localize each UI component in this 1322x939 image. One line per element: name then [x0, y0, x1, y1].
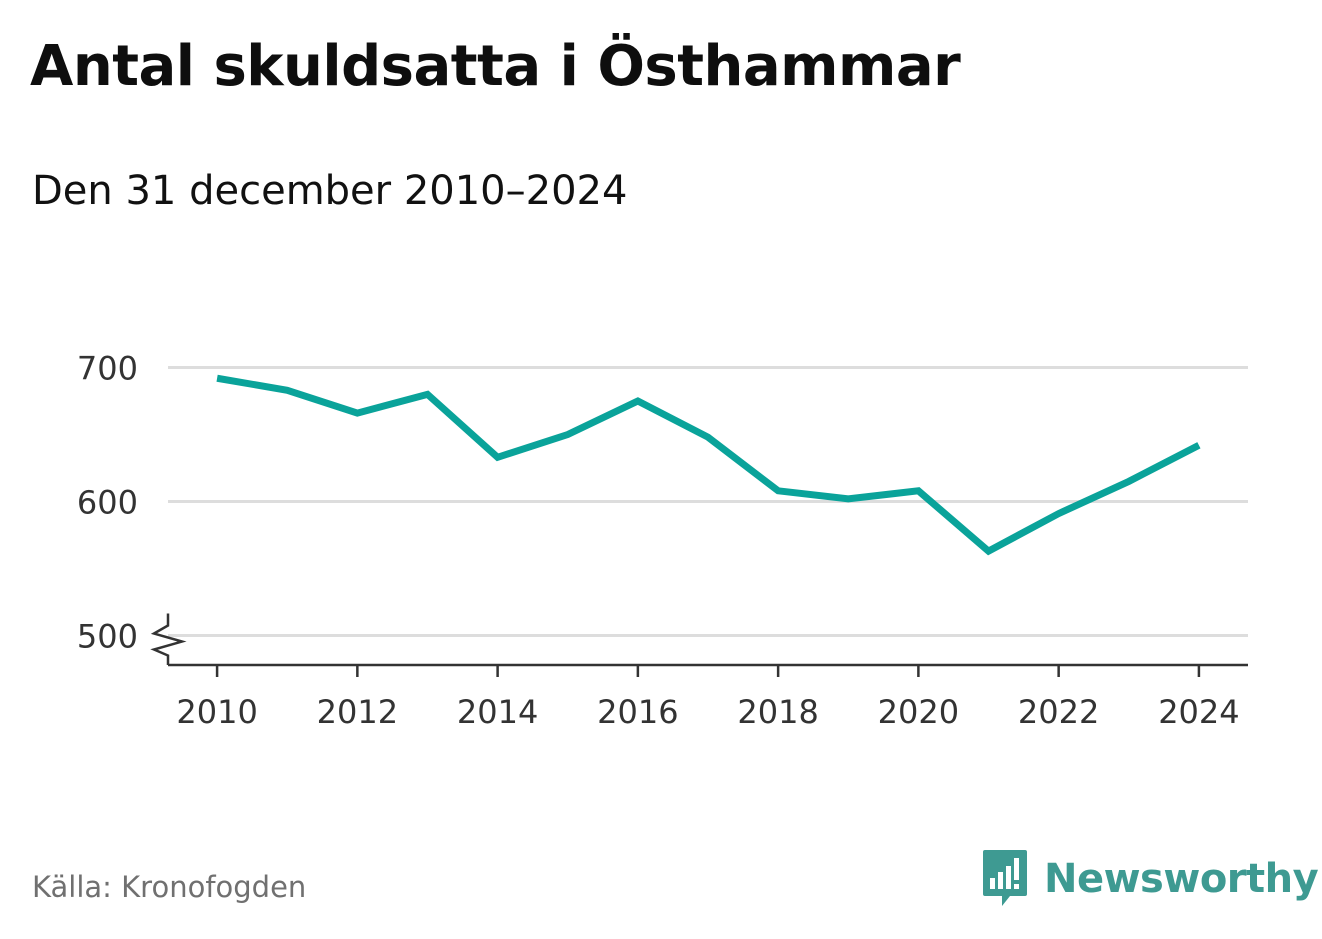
x-tick-label-2024: 2024	[1158, 693, 1239, 731]
chart-subtitle: Den 31 december 2010–2024	[32, 168, 628, 214]
x-tick-label-2022: 2022	[1018, 693, 1099, 731]
x-tick-label-2016: 2016	[597, 693, 678, 731]
x-axis-labels: 2010 2012 2014 2016 2018 2020 2022 2024	[176, 693, 1239, 731]
y-tick-label-500: 500	[77, 618, 138, 656]
axis-break-zigzag	[150, 613, 187, 665]
newsworthy-logo-icon	[983, 850, 1027, 906]
y-tick-label-600: 600	[77, 484, 138, 522]
source-note: Källa: Kronofogden	[32, 870, 307, 904]
brand-logo: Newsworthy	[980, 848, 1319, 910]
x-tick-label-2012: 2012	[317, 693, 398, 731]
x-tick-label-2010: 2010	[176, 693, 257, 731]
x-tick-label-2018: 2018	[737, 693, 818, 731]
series-line-0	[216, 374, 1201, 556]
series-layer	[216, 374, 1201, 556]
brand-name: Newsworthy	[1044, 856, 1319, 902]
grid-lines	[168, 366, 1248, 638]
x-axis	[168, 663, 1248, 677]
y-axis-labels: 500 600 700	[77, 350, 138, 656]
x-tick-label-2014: 2014	[457, 693, 538, 731]
axis-break-icon	[150, 613, 187, 665]
x-tick-label-2020: 2020	[878, 693, 959, 731]
chart-title: Antal skuldsatta i Östhammar	[30, 34, 961, 99]
y-tick-label-700: 700	[77, 350, 138, 388]
